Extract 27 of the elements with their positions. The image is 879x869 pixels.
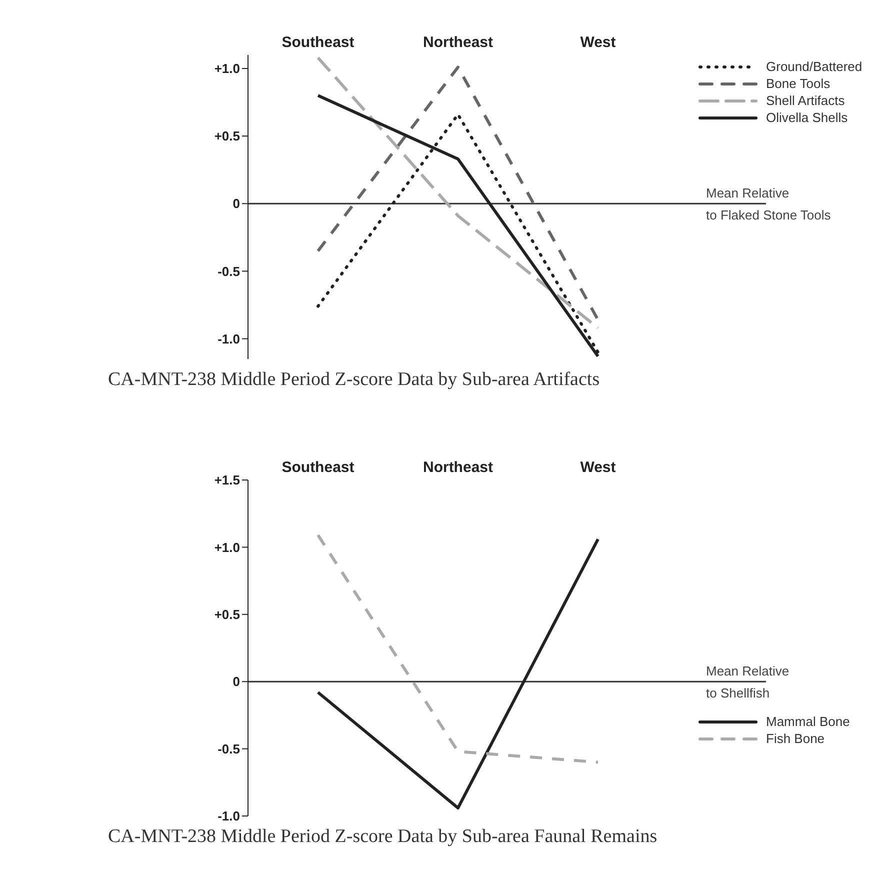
text: CA-MNT-238 Middle Period Z-score Data by Sub-area Artifacts: [108, 369, 600, 391]
legend-label: Olivella Shells: [766, 109, 848, 126]
y-tick-label: 0: [232, 196, 240, 212]
ref-line-label: Mean Relative to Shellfish: [706, 664, 790, 701]
y-tick-label: -0.5: [218, 741, 240, 756]
y-tick-label: +1.0: [214, 61, 240, 76]
ref-line-label: Mean Relative to Flaked Stone Tools: [706, 186, 832, 223]
x-tick-label: Southeast: [282, 459, 354, 476]
y-tick-label: -1.0: [218, 808, 240, 824]
x-tick-label: West: [580, 459, 616, 476]
x-tick-label: Northeast: [422, 459, 494, 476]
legend-label: Fish Bone: [766, 730, 825, 747]
y-tick-label: +0.5: [214, 128, 240, 144]
y-tick-label: +0.5: [214, 607, 240, 622]
x-tick-label: Southeast: [282, 34, 354, 51]
y-tick-label: 0: [232, 674, 240, 690]
x-tick-label: West: [580, 34, 616, 51]
legend-label: Shell Artifacts: [766, 92, 845, 109]
y-tick-label: +1.5: [214, 472, 240, 488]
text: CA-MNT-238 Middle Period Z-score Data by Sub-area Faunal Remains: [108, 826, 658, 848]
legend-label: Bone Tools: [766, 75, 830, 92]
legend-label: Mammal Bone: [766, 713, 850, 730]
x-tick-label: Northeast: [422, 34, 494, 51]
y-tick-label: -1.0: [218, 331, 240, 346]
y-tick-label: +1.0: [214, 540, 240, 555]
y-tick-label: -0.5: [218, 264, 240, 279]
legend-label: Ground/Battered: [766, 58, 862, 75]
